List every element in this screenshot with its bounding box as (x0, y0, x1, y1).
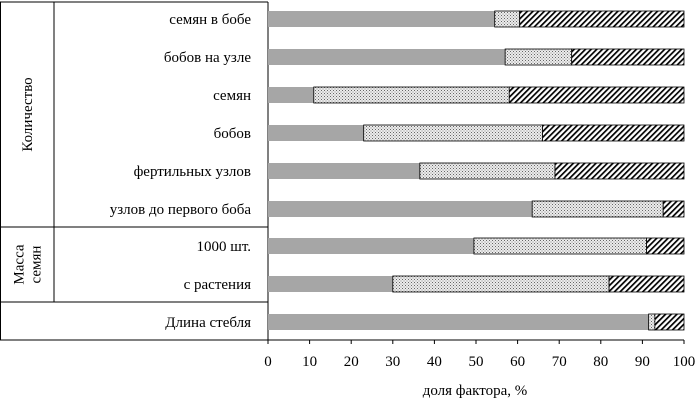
x-tick-label: 10 (302, 354, 317, 370)
share-segment-hatched (554, 162, 685, 180)
share-segment-dotted (648, 313, 656, 331)
share-segment-gray (268, 87, 314, 103)
category-label: с растения (184, 277, 251, 293)
share-segment-hatched (654, 313, 685, 331)
x-tick-label: 40 (427, 354, 442, 370)
group-labels: Количество Массасемян (12, 77, 45, 284)
share-segment-hatched (608, 275, 685, 293)
group-label-line: семян (29, 246, 45, 284)
x-tick-label: 30 (385, 354, 400, 370)
share-segment-dotted (473, 237, 647, 255)
share-segment-dotted (363, 124, 543, 142)
group-label-line: Масса (12, 244, 28, 284)
category-label: семян (213, 88, 251, 104)
category-label: фертильных узлов (134, 164, 251, 180)
share-segment-gray (268, 163, 420, 179)
share-segment-hatched (542, 124, 685, 142)
category-label: бобов на узле (164, 50, 251, 66)
share-segment-gray (268, 49, 506, 65)
category-label: узлов до первого боба (110, 202, 252, 218)
share-segment-dotted (531, 200, 664, 218)
share-segment-dotted (419, 162, 556, 180)
category-label: 1000 шт. (197, 239, 251, 255)
x-tick-label: 70 (552, 354, 567, 370)
category-label: Длина стебля (165, 315, 251, 331)
group-label-line: Количество (20, 77, 36, 151)
share-segment-gray (268, 201, 533, 217)
share-segment-dotted (494, 10, 521, 28)
share-segment-hatched (662, 200, 685, 218)
share-segment-dotted (313, 86, 510, 104)
category-label: бобов (214, 126, 251, 142)
x-tick-label: 50 (469, 354, 484, 370)
category-labels: семян в бобе бобов на узле семян бобов ферти… (110, 12, 252, 331)
share-segment-gray (268, 125, 364, 141)
share-segment-gray (268, 11, 495, 27)
x-axis: 0 10 20 30 40 50 60 70 80 90 100 (264, 339, 696, 370)
group-label: Массасемян (12, 244, 45, 284)
x-tick-label: 90 (635, 354, 650, 370)
share-segment-gray (268, 276, 393, 292)
x-tick-label: 20 (344, 354, 359, 370)
share-segment-hatched (519, 10, 685, 28)
share-segment-dotted (504, 48, 573, 66)
share-segment-hatched (646, 237, 685, 255)
x-tick-label: 0 (264, 354, 272, 370)
share-segment-gray (268, 238, 474, 254)
x-tick-label: 80 (593, 354, 608, 370)
share-segment-hatched (571, 48, 685, 66)
category-label: семян в бобе (169, 12, 251, 28)
x-axis-title: доля фактора, % (423, 383, 528, 399)
x-tick-label: 100 (673, 354, 696, 370)
share-segment-gray (268, 314, 649, 330)
group-label: Количество (20, 77, 36, 151)
share-segment-hatched (508, 86, 685, 104)
share-segment-dotted (392, 275, 610, 293)
x-tick-label: 60 (510, 354, 525, 370)
bars (268, 10, 685, 331)
